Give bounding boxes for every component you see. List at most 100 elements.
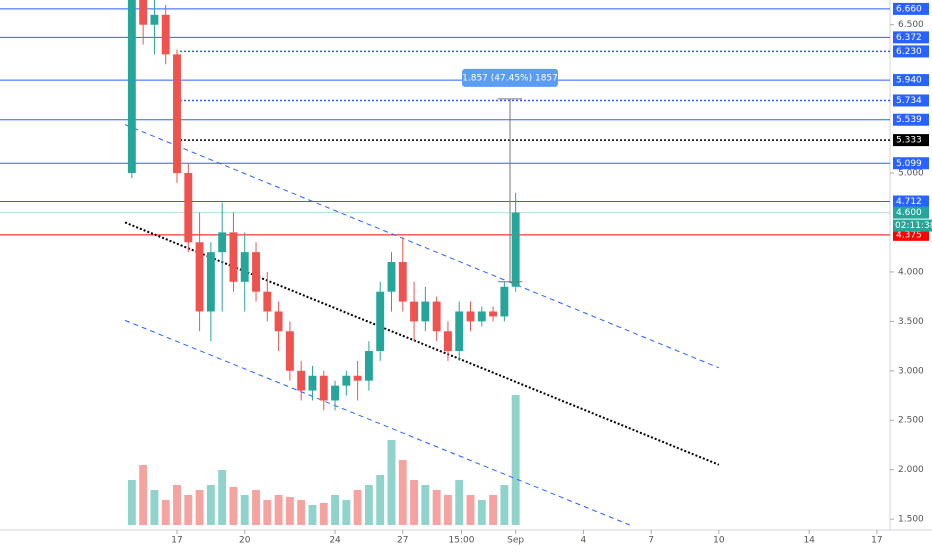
volume-bar [477, 500, 486, 525]
volume-bar [331, 495, 339, 525]
x-tick-label: 7 [648, 536, 654, 546]
candle-body [195, 242, 204, 312]
candle-body [297, 370, 306, 391]
candle-body [218, 232, 227, 253]
level-label-box [893, 195, 929, 208]
volume-bar [127, 480, 136, 525]
x-tick-label: 17 [871, 536, 882, 546]
candle-body [376, 291, 385, 352]
level-label: 4.600 [896, 208, 922, 218]
volume-bar [240, 495, 249, 525]
volume-bar [308, 505, 317, 525]
level-label-box [893, 134, 929, 147]
candle-body [421, 301, 430, 322]
candle-body [319, 375, 328, 401]
volume-bar [387, 440, 396, 525]
x-tick-label: 14 [803, 536, 815, 546]
volume-bar [489, 495, 498, 525]
volume-bar [500, 485, 509, 525]
trendline [124, 221, 720, 466]
candle-body [240, 252, 249, 282]
level-label: 5.539 [896, 115, 922, 125]
candle-body [500, 286, 509, 317]
candle-body [150, 14, 159, 25]
level-label: 6.660 [896, 4, 922, 14]
volume-bar [319, 503, 328, 525]
candle-body [477, 311, 486, 322]
candle-body [274, 311, 283, 332]
candle-body [410, 301, 419, 322]
level-label: 5.333 [896, 136, 922, 146]
candle-body [173, 54, 181, 174]
y-tick-label: 2.500 [898, 416, 924, 426]
volume-bar [364, 485, 373, 525]
countdown-box [893, 219, 932, 232]
level-label-box [893, 157, 929, 170]
candle-body [206, 252, 215, 312]
level-label: 6.230 [896, 47, 922, 57]
volume-bar [161, 500, 170, 525]
candle-body [127, 0, 136, 174]
volume-bar [432, 490, 441, 525]
level-label: 5.940 [896, 76, 922, 86]
volume-bar [376, 475, 385, 525]
level-label-box [893, 113, 929, 126]
x-tick-label: 10 [713, 536, 725, 546]
volume-bar [398, 460, 407, 525]
x-tick-label: 20 [239, 536, 251, 546]
volume-bar [410, 480, 419, 525]
candle-body [511, 212, 520, 287]
candle-body [184, 173, 193, 243]
trendline [124, 124, 720, 369]
level-label-box [893, 228, 929, 241]
level-label: 5.099 [896, 159, 922, 169]
x-tick-label: 27 [397, 536, 408, 546]
y-tick-label: 4.000 [898, 267, 924, 277]
candle-body [364, 351, 373, 381]
volume-bar [421, 485, 430, 525]
volume-bar [342, 500, 351, 525]
level-label: 5.734 [896, 96, 922, 106]
candle-body [398, 262, 407, 302]
volume-bar [195, 490, 204, 525]
level-label-box [893, 74, 929, 87]
x-tick-label: 15:00 [449, 536, 475, 546]
candle-body [308, 375, 317, 391]
y-tick-label: 5.000 [898, 169, 924, 179]
y-tick-label: 3.500 [898, 317, 924, 327]
y-tick-label: 3.000 [898, 366, 924, 376]
x-tick-label: 4 [581, 536, 587, 546]
volume-bar [274, 495, 283, 525]
volume-bar [466, 495, 475, 525]
volume-bar [229, 487, 238, 525]
candle-body [342, 375, 351, 386]
candle-body [285, 331, 294, 371]
candle-body [229, 232, 238, 282]
candle-body [353, 375, 362, 381]
level-label-box [893, 206, 929, 219]
x-tick-label: 24 [329, 536, 341, 546]
x-tick-label: Sep [507, 536, 524, 546]
measure-box [462, 68, 559, 87]
volume-bar [252, 490, 260, 525]
level-label-box [893, 2, 929, 15]
candle-body [252, 252, 260, 292]
measure-label: 1.857 (47.45%) 1857 [462, 73, 558, 83]
candle-body [161, 14, 170, 55]
level-label-box [893, 31, 929, 44]
volume-bar [184, 495, 193, 525]
candle-body [455, 311, 464, 352]
candle-body [489, 311, 498, 317]
candle-body [387, 262, 396, 292]
x-tick-label: 17 [171, 536, 182, 546]
y-tick-label: 1.500 [898, 515, 924, 525]
volume-bar [218, 470, 227, 525]
candle-body [263, 291, 272, 312]
volume-bar [173, 485, 181, 525]
volume-bar [263, 500, 272, 525]
countdown: 02:11:38 [895, 221, 932, 231]
volume-bar [206, 485, 215, 525]
candle-body [139, 0, 148, 25]
